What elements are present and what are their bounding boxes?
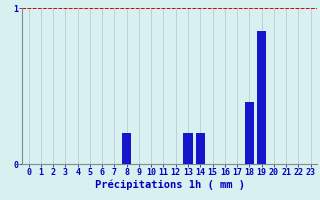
Bar bbox=[122, 133, 131, 164]
Bar bbox=[183, 133, 193, 164]
Bar bbox=[196, 133, 205, 164]
Bar bbox=[245, 102, 254, 164]
Bar bbox=[257, 31, 266, 164]
X-axis label: Précipitations 1h ( mm ): Précipitations 1h ( mm ) bbox=[95, 180, 244, 190]
